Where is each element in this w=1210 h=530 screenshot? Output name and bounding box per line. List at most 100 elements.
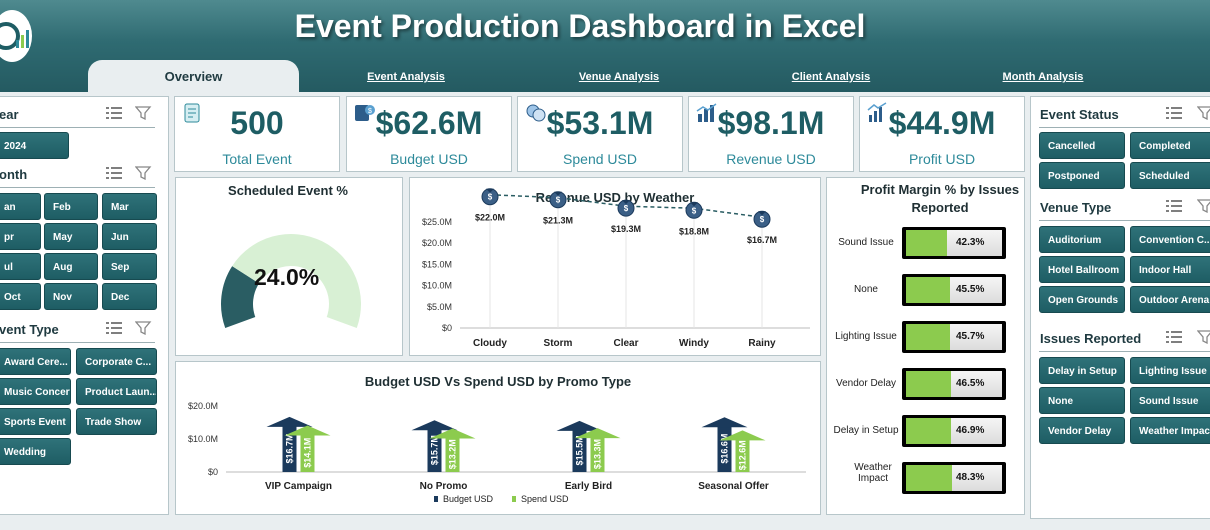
x-category-label: Rainy bbox=[748, 338, 776, 349]
slicer-item-event-type[interactable]: Sports Event bbox=[0, 408, 71, 435]
kpi-value: $44.9M bbox=[888, 105, 996, 141]
slicer-item-venue-type[interactable]: Open Grounds bbox=[1039, 286, 1125, 313]
slicer-item-issues[interactable]: Vendor Delay bbox=[1039, 417, 1125, 444]
gauge-filled-arc bbox=[221, 266, 260, 328]
slicer-item-venue-type[interactable]: Auditorium bbox=[1039, 226, 1125, 253]
slicer-item-event-type[interactable]: Trade Show bbox=[76, 408, 157, 435]
divider bbox=[1039, 351, 1210, 352]
y-tick-label: $25.0M bbox=[422, 217, 452, 227]
kpi-total-event: 500 Total Event bbox=[174, 96, 340, 172]
slicer-item-month[interactable]: Oct bbox=[0, 283, 41, 310]
slicer-item-year[interactable]: 2024 bbox=[0, 132, 69, 159]
slicer-item-issues[interactable]: Lighting Issue bbox=[1130, 357, 1210, 384]
svg-text:$: $ bbox=[488, 193, 493, 202]
multi-select-icon[interactable] bbox=[1165, 330, 1183, 344]
slicer-item-event-type[interactable]: Music Concert bbox=[0, 378, 71, 405]
clear-filter-icon[interactable] bbox=[135, 106, 153, 120]
tab-month-analysis[interactable]: Month Analysis bbox=[1002, 71, 1084, 83]
data-label: 45.5% bbox=[956, 284, 985, 295]
margin-bar: 46.5% bbox=[902, 368, 1006, 400]
clear-filter-icon[interactable] bbox=[1197, 199, 1210, 213]
slicer-item-month[interactable]: Sep bbox=[102, 253, 157, 280]
data-label: $18.8M bbox=[679, 226, 709, 236]
data-label: $15.5M bbox=[575, 435, 585, 465]
slicer-item-event-status[interactable]: Cancelled bbox=[1039, 132, 1125, 159]
spend-bar bbox=[574, 428, 621, 472]
kpi-label: Spend USD bbox=[563, 151, 637, 167]
slicer-item-event-status[interactable]: Postponed bbox=[1039, 162, 1125, 189]
gauge-remaining-arc bbox=[232, 233, 361, 328]
slicer-item-event-type[interactable]: Corporate C... bbox=[76, 348, 157, 375]
clear-filter-icon[interactable] bbox=[135, 321, 153, 335]
category-label: Vendor Delay bbox=[835, 378, 897, 389]
svg-text:$: $ bbox=[624, 204, 629, 213]
x-category-label: Clear bbox=[613, 338, 638, 349]
margin-bar-fill bbox=[906, 324, 950, 350]
data-label: $19.3M bbox=[611, 224, 641, 234]
page-title: Event Production Dashboard in Excel bbox=[294, 8, 866, 44]
slicer-item-month[interactable]: Dec bbox=[102, 283, 157, 310]
slicer-item-month[interactable]: ul bbox=[0, 253, 41, 280]
y-tick-label: $10.0M bbox=[422, 281, 452, 291]
clear-filter-icon[interactable] bbox=[1197, 106, 1210, 120]
data-label: 45.7% bbox=[956, 331, 985, 342]
slicer-item-month[interactable]: Jun bbox=[102, 223, 157, 250]
slicer-item-event-type[interactable]: Product Laun... bbox=[76, 378, 157, 405]
svg-text:$: $ bbox=[760, 215, 765, 224]
slicer-item-month[interactable]: Aug bbox=[44, 253, 98, 280]
slicer-item-venue-type[interactable]: Indoor Hall bbox=[1130, 256, 1210, 283]
slicer-item-issues[interactable]: Sound Issue bbox=[1130, 387, 1210, 414]
chart-title: Scheduled Event % bbox=[228, 183, 348, 198]
slicer-item-event-type[interactable]: Wedding bbox=[0, 438, 71, 465]
tab-venue-analysis[interactable]: Venue Analysis bbox=[578, 71, 660, 83]
data-label: $15.7M bbox=[430, 435, 440, 465]
tab-overview[interactable]: Overview bbox=[88, 60, 299, 92]
slicer-item-month[interactable]: Nov bbox=[44, 283, 98, 310]
divider bbox=[0, 342, 155, 343]
slicer-item-month[interactable]: Feb bbox=[44, 193, 98, 220]
margin-bar-fill bbox=[906, 465, 953, 491]
slicer-item-month[interactable]: Mar bbox=[102, 193, 157, 220]
kpi-label: Profit USD bbox=[908, 151, 976, 167]
slicer-item-issues[interactable]: Weather Impact bbox=[1130, 417, 1210, 444]
legend-label: Spend USD bbox=[521, 494, 569, 504]
y-tick-label: $5.0M bbox=[427, 302, 452, 312]
clear-filter-icon[interactable] bbox=[135, 166, 153, 180]
slicer-item-venue-type[interactable]: Outdoor Arena bbox=[1130, 286, 1210, 313]
slicer-item-month[interactable]: May bbox=[44, 223, 98, 250]
budget-bar bbox=[266, 416, 313, 472]
slicer-item-issues[interactable]: Delay in Setup bbox=[1039, 357, 1125, 384]
slicer-item-event-type[interactable]: Award Cere... bbox=[0, 348, 71, 375]
slicer-item-month[interactable]: an bbox=[0, 193, 41, 220]
margin-bar-fill bbox=[906, 418, 952, 444]
slicer-item-venue-type[interactable]: Hotel Ballroom bbox=[1039, 256, 1125, 283]
category-label: Sound Issue bbox=[838, 237, 894, 248]
issues-reported-slicer-title: Issues Reported bbox=[1040, 331, 1142, 346]
slicer-item-issues[interactable]: None bbox=[1039, 387, 1125, 414]
multi-select-icon[interactable] bbox=[105, 321, 123, 335]
multi-select-icon[interactable] bbox=[1165, 106, 1183, 120]
category-label: Lighting Issue bbox=[835, 331, 897, 342]
kpi-revenue: $98.1M Revenue USD bbox=[688, 96, 854, 172]
slicer-item-venue-type[interactable]: Convention C... bbox=[1130, 226, 1210, 253]
slicer-item-event-status[interactable]: Scheduled bbox=[1130, 162, 1210, 189]
clear-filter-icon[interactable] bbox=[1197, 330, 1210, 344]
money-bag-marker: $ bbox=[481, 188, 499, 206]
svg-text:$: $ bbox=[692, 206, 697, 215]
money-bag-marker: $ bbox=[753, 210, 771, 228]
multi-select-icon[interactable] bbox=[1165, 199, 1183, 213]
revenue-by-weather-panel: Revenue USD by Weather $25.0M $20.0M $15.0… bbox=[409, 177, 821, 356]
slicer-item-month[interactable]: pr bbox=[0, 223, 41, 250]
tab-client-analysis[interactable]: Client Analysis bbox=[791, 71, 871, 83]
y-tick-label: $0 bbox=[208, 467, 218, 477]
svg-text:$: $ bbox=[556, 196, 561, 205]
slicer-item-event-status[interactable]: Completed bbox=[1130, 132, 1210, 159]
tab-event-analysis[interactable]: Event Analysis bbox=[367, 71, 445, 83]
data-label: $16.7M bbox=[285, 433, 295, 463]
chart-title: Profit Margin % by Issues Reported bbox=[860, 182, 1020, 215]
multi-select-icon[interactable] bbox=[105, 166, 123, 180]
category-label: None bbox=[854, 284, 878, 295]
multi-select-icon[interactable] bbox=[105, 106, 123, 120]
data-label: $22.0M bbox=[475, 213, 505, 223]
x-category-label: VIP Campaign bbox=[265, 481, 332, 492]
